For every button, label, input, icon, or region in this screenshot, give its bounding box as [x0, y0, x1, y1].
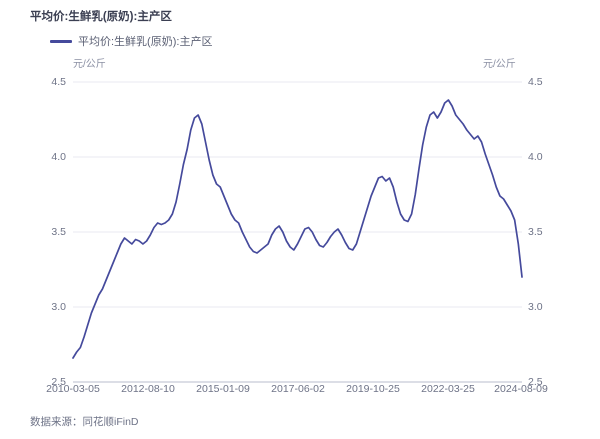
x-tick-1: 2012-08-10	[121, 383, 175, 395]
y-tick-right-3.0: 3.0	[528, 301, 543, 313]
x-tick-4: 2019-10-25	[346, 383, 400, 395]
y-axis-unit-left: 元/公斤	[73, 59, 106, 70]
source-note: 数据来源：同花顺iFinD	[30, 416, 139, 428]
y-tick-right-3.5: 3.5	[528, 226, 543, 238]
legend-color-swatch	[50, 39, 72, 43]
y-tick-left-3.0: 3.0	[51, 301, 66, 313]
y-tick-right-4.5: 4.5	[528, 76, 543, 88]
y-axis-unit-right: 元/公斤	[483, 59, 516, 70]
x-tick-0: 2010-03-05	[46, 383, 100, 395]
y-tick-left-3.5: 3.5	[51, 226, 66, 238]
chart-legend: 平均价:生鲜乳(原奶):主产区	[50, 33, 212, 49]
legend-item-label: 平均价:生鲜乳(原奶):主产区	[78, 36, 213, 48]
y-tick-left-4.5: 4.5	[51, 76, 66, 88]
x-tick-6: 2024-08-09	[494, 383, 548, 395]
y-tick-left-2.5: 2.5	[51, 376, 66, 388]
page-title: 平均价:生鲜乳(原奶):主产区	[30, 11, 172, 23]
data-series-line	[72, 99, 523, 359]
x-tick-2: 2015-01-09	[196, 383, 250, 395]
gridlines	[73, 81, 522, 308]
y-tick-right-4.0: 4.0	[528, 151, 543, 163]
x-tick-5: 2022-03-25	[421, 383, 475, 395]
y-tick-right-2.5: 2.5	[528, 376, 543, 388]
x-tick-3: 2017-06-02	[271, 383, 325, 395]
y-tick-left-4.0: 4.0	[51, 151, 66, 163]
